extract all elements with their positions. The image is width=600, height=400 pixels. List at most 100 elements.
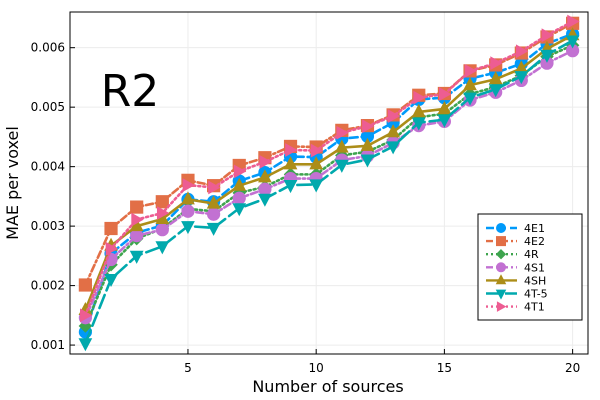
legend-label-4e1: 4E1 [524,222,545,235]
data-point-4t-5-14 [411,117,426,131]
data-point-4t1-10 [310,143,324,158]
data-point-4s1-4 [155,223,169,237]
series-4t-5 [78,35,580,352]
plot-frame [69,11,589,355]
data-point-4e2-4 [155,195,169,209]
data-point-4t-5-2 [104,274,118,288]
data-point-4t1-1 [80,308,93,323]
data-point-4sh-9 [283,156,298,170]
data-point-4t-5-1 [78,338,93,352]
legend-box [477,213,583,321]
y-axis-label: MAE per voxel [3,126,22,240]
data-point-4t-5-4 [155,241,170,255]
data-point-4t-5-12 [360,154,375,168]
legend-swatch-marker-4sh [495,274,507,285]
legend-swatch-marker-4t1 [496,301,507,312]
data-point-4t-5-16 [463,92,477,106]
data-point-4t1-4 [156,206,170,220]
data-point-4t1-3 [131,212,144,227]
data-point-4sh-14 [411,103,426,117]
data-point-4t1-20 [567,14,580,29]
legend-swatch-marker-4r [495,249,507,260]
data-point-4t-5-19 [540,49,554,63]
data-point-4t-5-15 [437,114,452,128]
data-point-4sh-16 [463,77,477,91]
y-tick-label-2: 0.002 [31,279,65,293]
data-point-4t1-18 [515,44,529,59]
data-point-4t-5-9 [283,180,298,194]
data-point-4t1-12 [362,119,375,134]
data-point-4t1-6 [208,180,221,195]
legend-label-4r: 4R [524,248,539,261]
legend-item-4r: 4R [486,248,539,261]
data-point-4t-5-20 [565,35,580,49]
x-tick-label-1: 5 [184,361,192,375]
x-tick-label-4: 20 [565,361,580,375]
series-layer [78,14,580,352]
data-point-4t1-9 [285,143,298,157]
data-point-4sh-11 [334,139,349,153]
legend-swatch-marker-4s1 [495,262,506,273]
data-point-4s1-6 [207,207,221,221]
data-point-4t1-5 [182,178,195,192]
legend-label-4e2: 4E2 [524,235,545,248]
data-point-4sh-12 [360,137,375,151]
data-point-4t-5-5 [181,221,195,235]
data-point-4t-5-7 [232,203,247,217]
y-tick-label-3: 0.003 [31,219,65,233]
data-point-4t-5-11 [334,159,349,173]
data-point-4t-5-10 [309,179,324,193]
x-axis-label: Number of sources [252,377,403,396]
data-point-4e2-3 [130,200,144,214]
data-point-4s1-3 [130,229,144,243]
data-point-4e2-1 [78,278,92,292]
data-point-4t-5-18 [514,71,529,85]
legend-label-4sh: 4SH [524,274,546,287]
data-point-4t-5-3 [129,250,144,264]
data-point-4sh-13 [386,124,400,138]
legend-item-4t1: 4T1 [486,301,545,314]
data-point-4e2-2 [104,221,118,236]
y-tick-label-5: 0.005 [31,100,65,114]
data-point-4t1-8 [259,155,272,169]
data-point-4t1-7 [233,164,247,179]
legend-item-4e1: 4E1 [486,222,545,235]
data-point-4s1-5 [181,204,195,218]
legend-label-4t1: 4T1 [524,301,545,314]
legend-item-4e2: 4E2 [486,235,545,248]
data-point-4sh-6 [206,195,221,209]
data-point-4t-5-8 [258,193,272,207]
data-point-4t1-14 [413,90,426,105]
legend-swatch-marker-4t-5 [495,289,507,300]
series-4t1 [80,14,580,323]
data-point-4t1-17 [490,56,503,71]
data-point-4sh-8 [258,169,272,183]
data-point-4t1-13 [387,109,401,123]
data-point-4t1-19 [541,28,554,43]
y-tick-label-6: 0.006 [31,41,65,55]
legend-item-4s1: 4S1 [486,261,545,274]
x-tick-label-3: 15 [437,361,452,375]
data-point-4t-5-13 [386,141,400,155]
legend-label-4s1: 4S1 [524,261,545,274]
x-tick-label-2: 10 [309,361,324,375]
legend-label-4t-5: 4T-5 [524,288,548,301]
data-point-4t1-16 [464,64,478,78]
data-point-4sh-7 [232,177,247,191]
data-point-4sh-5 [181,191,195,205]
data-point-4t-5-17 [488,84,503,98]
legend-item-4t-5: 4T-5 [486,288,548,301]
legend-swatch-marker-4e2 [495,236,506,247]
data-point-4sh-10 [309,156,324,170]
data-point-4sh-15 [437,100,452,114]
data-point-4t1-11 [336,125,349,140]
y-tick-label-4: 0.004 [31,160,65,174]
data-point-4t1-15 [439,87,452,101]
data-point-4t-5-6 [206,222,221,236]
data-point-4s1-7 [232,191,246,205]
legend-swatch-marker-4e1 [495,222,506,233]
data-point-4s1-8 [258,182,272,196]
axis-layer: 5 10 15 20 0.001 0.002 0.003 0.004 0.005 0.006 [31,11,589,375]
